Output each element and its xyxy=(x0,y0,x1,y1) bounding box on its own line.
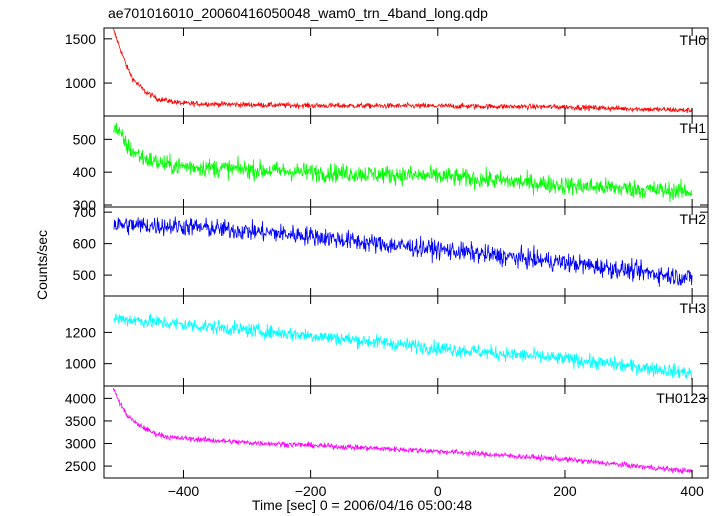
y-tick-label-th0-1000: 1000 xyxy=(65,75,96,91)
panel-frame-th0123 xyxy=(103,385,709,479)
y-tick-label-th0-1500: 1500 xyxy=(65,31,96,47)
x-tick-label--400: −400 xyxy=(168,483,200,499)
panel-label-th0123: TH0123 xyxy=(656,390,706,406)
y-tick-label-th0123-3500: 3500 xyxy=(65,413,96,429)
x-tick-label-0: 0 xyxy=(434,483,442,499)
y-tick-label-th3-1200: 1200 xyxy=(65,324,96,340)
x-tick-label-400: 400 xyxy=(680,483,704,499)
y-tick-label-th2-500: 500 xyxy=(73,267,97,283)
panel-frame-th2 xyxy=(103,206,709,297)
y-tick-label-th0123-2500: 2500 xyxy=(65,458,96,474)
series-line-th0 xyxy=(113,28,693,114)
y-tick-label-th1-300: 300 xyxy=(73,197,97,213)
panel-label-th1: TH1 xyxy=(680,120,707,136)
y-tick-label-th2-700: 700 xyxy=(73,204,97,220)
y-tick-label-th3-1000: 1000 xyxy=(65,356,96,372)
y-tick-label-th1-400: 400 xyxy=(73,164,97,180)
panel-label-th3: TH3 xyxy=(680,300,707,316)
series-line-th1 xyxy=(113,122,693,203)
series-line-th2 xyxy=(113,216,693,287)
panel-label-th2: TH2 xyxy=(680,211,707,227)
panel-frame-th3 xyxy=(103,295,709,387)
x-tick-label--200: −200 xyxy=(295,483,327,499)
panel-label-th0: TH0 xyxy=(680,32,707,48)
y-tick-label-th2-600: 600 xyxy=(73,236,97,252)
panel-frame-th1 xyxy=(103,115,709,208)
x-tick-label-200: 200 xyxy=(553,483,577,499)
y-tick-label-th0123-3000: 3000 xyxy=(65,436,96,452)
x-axis-label: Time [sec] 0 = 2006/04/16 05:00:48 xyxy=(251,497,473,513)
series-line-th3 xyxy=(113,313,693,381)
series-line-th0123 xyxy=(113,387,693,474)
y-tick-label-th0123-4000: 4000 xyxy=(65,390,96,406)
y-tick-label-th1-500: 500 xyxy=(73,131,97,147)
plot-title: ae701016010_20060416050048_wam0_trn_4ban… xyxy=(108,5,488,21)
